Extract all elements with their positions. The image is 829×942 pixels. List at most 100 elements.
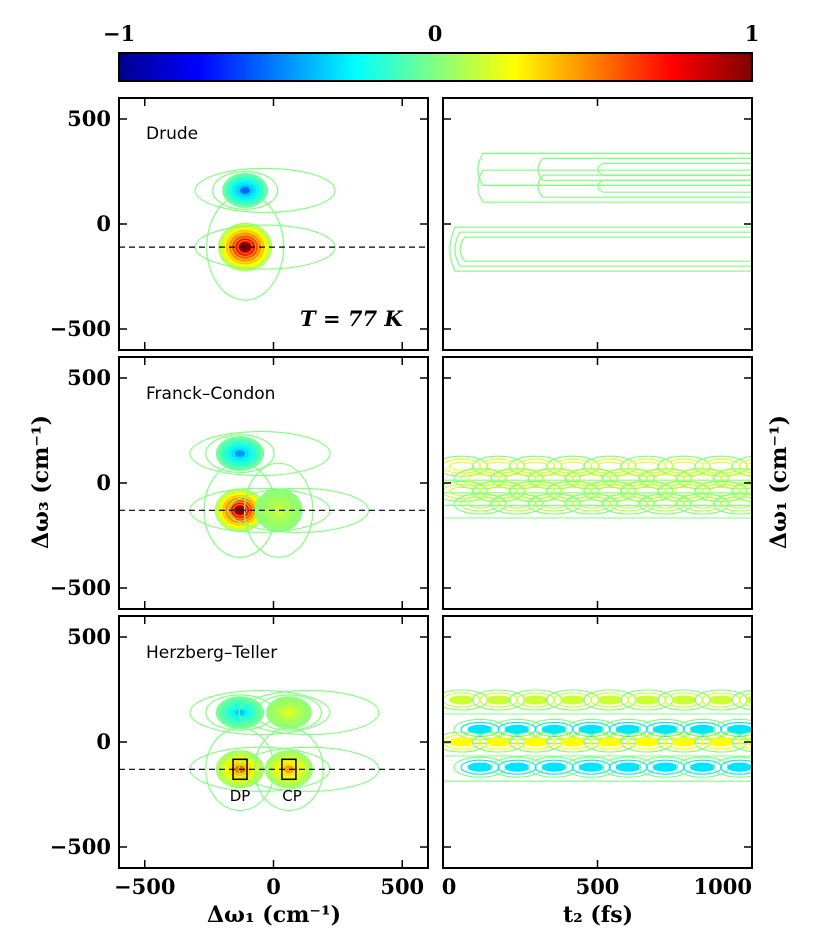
waiting-time-panel-2-oscillation-3-780-2 (690, 762, 716, 772)
waiting-time-panel-1-oscillation-3-420-2 (578, 499, 604, 509)
waiting-time-panel-1-oscillation-0-300-1 (516, 458, 556, 474)
waiting-time-panel-2-oscillation-1-540-1 (608, 721, 648, 737)
y-axis-title-right: Δω₁ (cm⁻¹) (766, 415, 792, 549)
waiting-time-panel-2-xtick-label-2: 1000 (694, 874, 752, 899)
waiting-time-panel-1-oscillation-1-540-2 (615, 474, 641, 484)
waiting-time-panel-1-oscillation-0-900-0 (694, 455, 748, 477)
waiting-time-panel-1-oscillation-1-60-1 (460, 471, 500, 487)
colorbar-tick-label-min: −1 (103, 21, 135, 46)
waiting-time-panel-1-oscillation-1-180-0 (490, 468, 544, 490)
waiting-time-panel-2-oscillation-1-420-2 (578, 724, 604, 734)
waiting-time-panel-1-oscillation-2-900-1 (701, 483, 741, 499)
waiting-time-panel-1-oscillation-2-300-0 (509, 480, 563, 502)
waiting-time-panel-1-oscillation-3-60-0 (453, 493, 507, 515)
waiting-time-panel-1-oscillation-2-60-0 (443, 480, 489, 502)
waiting-time-panel-2-oscillation-2-1020-0 (731, 731, 752, 753)
spectrum-panel-2-peak-1-core (284, 765, 294, 773)
spectrum-panel-2-peak-2-core (235, 709, 245, 716)
spectrum-panel-2: 500 0 −500−500 0 500 (50, 615, 429, 899)
waiting-time-panel-2-oscillation-0-540-1 (590, 692, 630, 708)
waiting-time-panel-0-band-1-contour-1 (537, 174, 752, 198)
spectrum-panel-2-peak-1-wing (238, 746, 380, 792)
waiting-time-panel-2-oscillation-2-180-1 (479, 734, 519, 750)
waiting-time-panel-2-oscillation-0-900-2 (708, 695, 734, 705)
waiting-time-panel-2-oscillation-0-300-1 (516, 692, 556, 708)
waiting-time-panel-0-band-2-contour-0 (477, 152, 752, 186)
waiting-time-panel-1-oscillation-1-180-2 (504, 474, 530, 484)
waiting-time-panel-1-oscillation-1-540-0 (601, 468, 655, 490)
waiting-time-panel-2-oscillation-2-540-2 (597, 737, 623, 747)
waiting-time-panel-2-oscillation-2-180-2 (486, 737, 512, 747)
annotation-dp: DP (230, 787, 251, 805)
waiting-time-panel-1-oscillation-2-180-2 (486, 486, 512, 496)
waiting-time-panel-1-oscillation-1-180-1 (497, 471, 537, 487)
waiting-time-panel-2-oscillation-3-60-1 (460, 759, 500, 775)
waiting-time-panel-1-oscillation-2-60-2 (448, 486, 475, 496)
waiting-time-panel-2-oscillation-2-900-2 (708, 737, 734, 747)
spectrum-panel-2-peak-3-core (284, 709, 294, 716)
spectrum-panel-1-peak-1-core (235, 450, 245, 457)
waiting-time-panel-1-oscillation-2-780-0 (657, 480, 711, 502)
waiting-time-panel-1-oscillation-1-60-2 (467, 474, 493, 484)
waiting-time-panel-1-oscillation-2-420-2 (560, 486, 586, 496)
waiting-time-panel-1-oscillation-1-780-1 (683, 471, 723, 487)
waiting-time-panel-0-band-2-contour-1 (537, 157, 752, 181)
waiting-time-panel-2-oscillation-1-540-2 (615, 724, 641, 734)
spectrum-panel-2-peak-3-contour-8 (255, 694, 322, 731)
waiting-time-panel-2-oscillation-3-900-0 (713, 756, 752, 778)
colorbar: −1 0 1 (103, 21, 759, 82)
waiting-time-panel-1-oscillation-3-660-0 (638, 493, 693, 515)
waiting-time-panel-1-oscillation-3-540-1 (608, 496, 648, 512)
waiting-time-panel-2-oscillation-2-1020-1 (738, 734, 752, 750)
waiting-time-panel-1-oscillation-1-300-1 (534, 471, 574, 487)
waiting-time-panel-1-oscillation-2-780-1 (664, 483, 704, 499)
waiting-time-panel-2-oscillation-3-900-1 (720, 759, 752, 775)
waiting-time-panel-0-plot-area (449, 152, 752, 272)
waiting-time-panel-1-oscillation-3-300-0 (527, 493, 581, 515)
spectrum-panel-0-peak-1-contour-8 (212, 170, 279, 210)
waiting-time-panel-1-oscillation-0-1020-0 (731, 455, 752, 477)
waiting-time-panel-2-oscillation-3-300-1 (534, 759, 574, 775)
waiting-time-panel-1-oscillation-0-780-1 (664, 458, 704, 474)
waiting-time-panel-2-oscillation-3-900-2 (727, 762, 752, 772)
waiting-time-panel-1-oscillation-0-1020-2 (745, 462, 752, 471)
waiting-time-panel-1-oscillation-2-60-1 (443, 483, 482, 499)
waiting-time-panel-1-oscillation-3-780-2 (690, 499, 716, 509)
waiting-time-panel-1-oscillation-3-420-0 (564, 493, 618, 515)
waiting-time-panel-1-oscillation-0-900-1 (701, 458, 741, 474)
waiting-time-panel-1-oscillation-0-60-2 (448, 461, 475, 471)
waiting-time-panel-1-oscillation-1-300-0 (527, 468, 581, 490)
waiting-time-panel-1-oscillation-3-60-1 (460, 496, 500, 512)
waiting-time-panel-2-oscillation-1-660-2 (652, 724, 679, 734)
spectrum-panel-0: 500 0 −500 (50, 97, 429, 351)
waiting-time-panel-0-bands (449, 152, 752, 272)
waiting-time-panel-1-oscillation-3-660-2 (652, 499, 679, 509)
waiting-time-panel-2-oscillation-3-60-2 (467, 762, 493, 772)
waiting-time-panel-2-oscillation-3-540-1 (608, 759, 648, 775)
waiting-time-panel-2-oscillation-2-300-2 (523, 737, 549, 747)
waiting-time-panel-2-oscillation-0-300-2 (523, 695, 549, 705)
waiting-time-panel-2-oscillation-2-420-1 (553, 734, 593, 750)
waiting-time-panel-2-oscillation-1-180-2 (504, 724, 530, 734)
waiting-time-panel-1-oscillation-0-780-2 (671, 461, 697, 471)
waiting-time-panel-2-oscillation-0-420-2 (560, 695, 586, 705)
waiting-time-panel-1-oscillation-2-1020-0 (731, 481, 752, 502)
waiting-time-panel-1-oscillation-3-420-1 (571, 496, 611, 512)
waiting-time-panel-0-band-0-contour-2 (459, 236, 752, 262)
waiting-time-panel-2-oscillation-2-780-1 (664, 734, 704, 750)
waiting-time-panel-2-oscillation-1-660-1 (645, 721, 686, 737)
waiting-time-panel-1-oscillation-1-660-1 (645, 471, 686, 487)
waiting-time-panel-1-oscillation-3-780-1 (683, 496, 723, 512)
waiting-time-panel-2-oscillation-2-660-1 (627, 734, 667, 750)
waiting-time-panel-1-oscillation-1-900-1 (720, 471, 752, 487)
waiting-time-panel-2-oscillation-0-780-1 (664, 692, 704, 708)
x-axis-title-left: Δω₁ (cm⁻¹) (207, 902, 341, 928)
waiting-time-panel-2-oscillation-2-60-1 (443, 734, 482, 750)
spectrum-panel-0-ytick-label-1: 0 (96, 211, 111, 236)
waiting-time-panel-2-oscillation-2-780-2 (671, 737, 697, 747)
spectrum-panel-2-peak-2-wing (189, 690, 331, 736)
waiting-time-panel-2-oscillation-0-60-1 (443, 692, 482, 708)
waiting-time-panel-1-oscillation-2-1020-1 (738, 484, 752, 499)
waiting-time-panel-2-bands (443, 689, 752, 782)
waiting-time-panel-0-band-2-contour-2 (597, 162, 752, 176)
